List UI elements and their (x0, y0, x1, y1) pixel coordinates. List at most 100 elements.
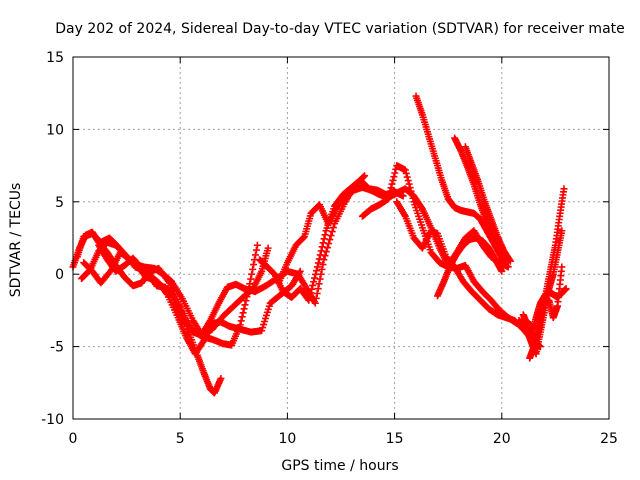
data-point (318, 243, 326, 251)
data-point (390, 173, 398, 181)
data-point (506, 257, 514, 265)
data-point (247, 275, 255, 283)
data-point (240, 305, 248, 313)
data-point (328, 228, 336, 236)
data-point (312, 267, 320, 275)
data-point (321, 231, 329, 239)
data-point (360, 173, 368, 181)
data-point (387, 184, 395, 192)
data-point (326, 236, 334, 244)
data-point (498, 267, 506, 275)
data-point (239, 309, 247, 317)
data-point (327, 232, 335, 240)
data-point (329, 224, 337, 232)
data-point (244, 289, 252, 297)
y-tick-label: -5 (50, 340, 64, 356)
data-point (242, 297, 250, 305)
x-tick-label: 25 (600, 431, 618, 447)
data-point (404, 177, 412, 185)
y-tick-label: -10 (41, 412, 64, 428)
data-point (253, 241, 261, 249)
data-point (407, 187, 415, 195)
data-point (384, 195, 392, 203)
data-point (249, 265, 257, 273)
data-point (361, 172, 369, 180)
data-point (502, 262, 510, 270)
y-tick-label: 15 (46, 50, 64, 66)
data-point (389, 176, 397, 184)
x-tick-label: 5 (176, 431, 185, 447)
grid-layer (73, 57, 609, 419)
data-point (217, 374, 225, 382)
data-point (252, 246, 260, 254)
x-tick-label: 20 (493, 431, 511, 447)
data-point (325, 240, 333, 248)
data-point (318, 265, 326, 273)
data-point (311, 274, 319, 282)
data-point (319, 261, 327, 269)
data-point (251, 251, 259, 259)
chart-title: Day 202 of 2024, Sidereal Day-to-day VTE… (55, 21, 625, 37)
data-point (300, 234, 308, 242)
data-point (409, 194, 417, 202)
series-arc-11 (451, 134, 510, 270)
data-point (562, 285, 570, 293)
data-point (305, 296, 313, 304)
data-point (401, 166, 409, 174)
data-point (311, 299, 319, 307)
data-point (408, 191, 416, 199)
data-point (314, 285, 322, 293)
data-point (405, 180, 413, 188)
x-axis-label: GPS time / hours (281, 458, 398, 474)
data-point (248, 270, 256, 278)
data-point (320, 256, 328, 264)
data-point (246, 280, 254, 288)
x-tick-label: 15 (386, 431, 404, 447)
data-point (243, 293, 251, 301)
data-point (315, 280, 323, 288)
data-point (322, 248, 330, 256)
data-point (321, 252, 329, 260)
data-point (238, 313, 246, 321)
data-point (403, 173, 411, 181)
data-point (264, 244, 272, 252)
data-point (313, 263, 321, 271)
data-point (296, 267, 304, 275)
data-point (558, 263, 566, 271)
data-point (316, 275, 324, 283)
data-point (560, 185, 568, 193)
data-point (406, 184, 414, 192)
series-arc-17 (532, 263, 566, 343)
data-point (236, 321, 244, 329)
y-tick-label: 0 (55, 267, 64, 283)
data-point (317, 247, 325, 255)
data-point (307, 289, 315, 297)
data-point (385, 191, 393, 199)
data-point (320, 235, 328, 243)
data-point (402, 169, 410, 177)
data-point (388, 180, 396, 188)
data-point (309, 281, 317, 289)
y-tick-label: 5 (55, 195, 64, 211)
data-layer (69, 92, 570, 397)
data-point (314, 259, 322, 267)
y-axis-label: SDTVAR / TECUs (8, 183, 24, 298)
data-point (386, 188, 394, 196)
data-point (391, 169, 399, 177)
data-point (237, 317, 245, 325)
data-point (316, 251, 324, 259)
data-point (312, 270, 320, 278)
data-point (310, 278, 318, 286)
data-point (315, 255, 323, 263)
x-tick-label: 10 (278, 431, 296, 447)
series-arc-13 (433, 234, 506, 300)
series-arc-5 (80, 241, 261, 349)
plot-frame (72, 56, 610, 420)
x-tick-label: 0 (69, 431, 78, 447)
data-point (313, 290, 321, 298)
data-point (312, 294, 320, 302)
data-point (245, 285, 253, 293)
tick-layer: 0 5 10 15 20 25 -10 -5 0 5 10 15 (41, 50, 618, 447)
data-point (308, 285, 316, 293)
